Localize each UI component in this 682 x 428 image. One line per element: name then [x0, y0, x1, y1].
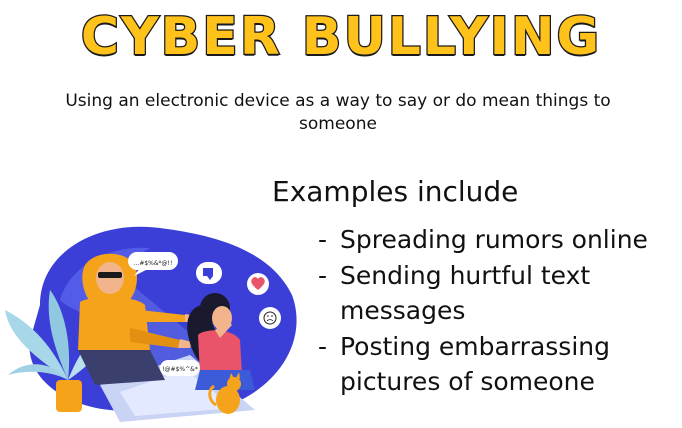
bullet-dash: -: [318, 332, 328, 361]
example-text: Posting embarrassing pictures of someone: [340, 332, 610, 396]
bullet-dash: -: [318, 225, 328, 254]
example-item: - Posting embarrassing pictures of someo…: [318, 329, 680, 399]
bubble-text: !@#$%^&*: [162, 366, 198, 373]
bullet-dash: -: [318, 261, 328, 290]
examples-heading: Examples include: [272, 175, 519, 208]
example-text: Sending hurtful text messages: [340, 261, 591, 325]
sad-face-icon: [259, 307, 281, 329]
examples-list: - Spreading rumors online - Sending hurt…: [318, 222, 680, 400]
example-item: - Spreading rumors online: [318, 222, 680, 257]
broken-heart-icon: [247, 273, 269, 295]
cat-icon: [208, 372, 241, 414]
speech-bubble-curse: ...#$%&*@!!: [128, 252, 178, 276]
speech-bubble-keyboard: !@#$%^&*: [160, 360, 200, 376]
cyberbullying-illustration: ...#$%&*@!! !@#$%^&*: [5, 226, 297, 422]
thumbs-down-icon: [196, 262, 222, 284]
example-text: Spreading rumors online: [340, 225, 648, 254]
example-item: - Sending hurtful text messages: [318, 258, 680, 328]
bubble-text: ...#$%&*@!!: [134, 260, 173, 267]
definition-text: Using an electronic device as a way to s…: [65, 91, 611, 134]
slide-title: CYBER BULLYING: [80, 6, 602, 69]
bully-figure: [78, 253, 198, 385]
